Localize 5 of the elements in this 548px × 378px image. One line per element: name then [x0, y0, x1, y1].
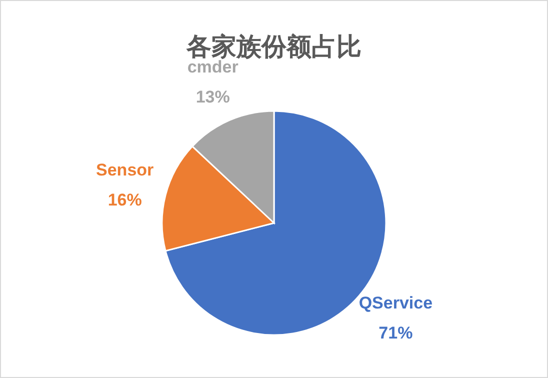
data-label: 16% — [108, 190, 142, 210]
slice-label: Sensor — [96, 160, 154, 180]
data-label: 71% — [378, 323, 413, 342]
data-label: 13% — [196, 88, 230, 107]
slice-label: QService — [358, 293, 433, 312]
